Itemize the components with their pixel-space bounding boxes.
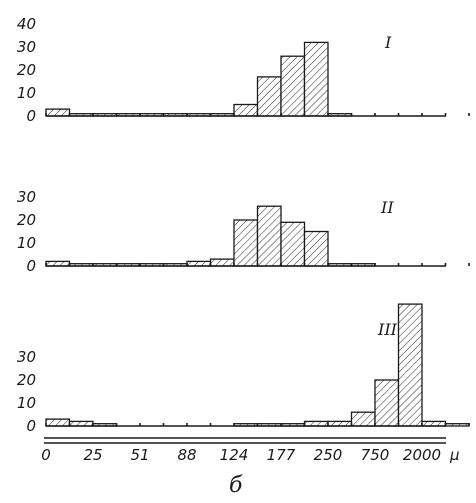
x-tick-label: 250: [314, 446, 343, 464]
histogram-bar: [256, 76, 282, 117]
y-tick-label: 30: [17, 348, 36, 366]
x-tick-label: 25: [83, 446, 102, 464]
histogram-bar: [233, 219, 259, 267]
x-tick-label: 124: [220, 446, 249, 464]
y-tick-label: 30: [17, 38, 36, 56]
panel-1: 0 10 20 30 40 I: [17, 15, 470, 125]
y-tick-label: 0: [26, 107, 36, 125]
histogram-bar: [209, 258, 235, 267]
histogram-bar: [233, 103, 259, 117]
y-tick-label: 10: [17, 234, 36, 252]
panel-label: II: [380, 198, 394, 217]
histogram-bar: [280, 55, 306, 117]
x-tick-label: 177: [267, 446, 296, 464]
histogram-bar: [303, 230, 329, 267]
histogram-bar: [256, 205, 282, 267]
histogram-bar: [350, 411, 376, 427]
histogram-bar: [444, 423, 470, 427]
histogram-bar: [303, 41, 329, 117]
panel-label: I: [384, 33, 392, 52]
figure-caption: б: [229, 473, 243, 498]
panel-3: 0 10 20 30 III: [17, 303, 470, 435]
histogram-bar: [45, 108, 71, 117]
histogram-bar: [397, 303, 423, 427]
y-tick-label: 0: [26, 257, 36, 275]
x-tick-labels: 0 25 51 88 124 177 250 750 2000: [41, 446, 441, 464]
x-tick-label: 88: [177, 446, 196, 464]
y-tick-label: 10: [17, 394, 36, 412]
y-tick-label: 0: [26, 417, 36, 435]
panel-2: 0 10 20 30 II: [17, 188, 470, 275]
x-tick-label: 2000: [403, 446, 441, 464]
y-tick-label: 20: [17, 61, 36, 79]
x-tick-label: 750: [361, 446, 390, 464]
y-tick-label: 20: [17, 371, 36, 389]
panel-label: III: [377, 320, 398, 339]
y-tick-label: 20: [17, 211, 36, 229]
unit-label: μ: [449, 446, 460, 464]
y-tick-label: 30: [17, 188, 36, 206]
y-tick-label: 10: [17, 84, 36, 102]
y-tick-label: 40: [17, 15, 36, 33]
histogram-bar: [280, 221, 306, 267]
x-tick-label: 51: [130, 446, 149, 464]
x-tick-label: 0: [41, 446, 51, 464]
histogram-bar: [45, 418, 71, 427]
histogram-bar: [374, 379, 400, 427]
panels: 0 10 20 30 40 I 0 10 20 30 II 0 10 20 30 III: [17, 15, 470, 435]
